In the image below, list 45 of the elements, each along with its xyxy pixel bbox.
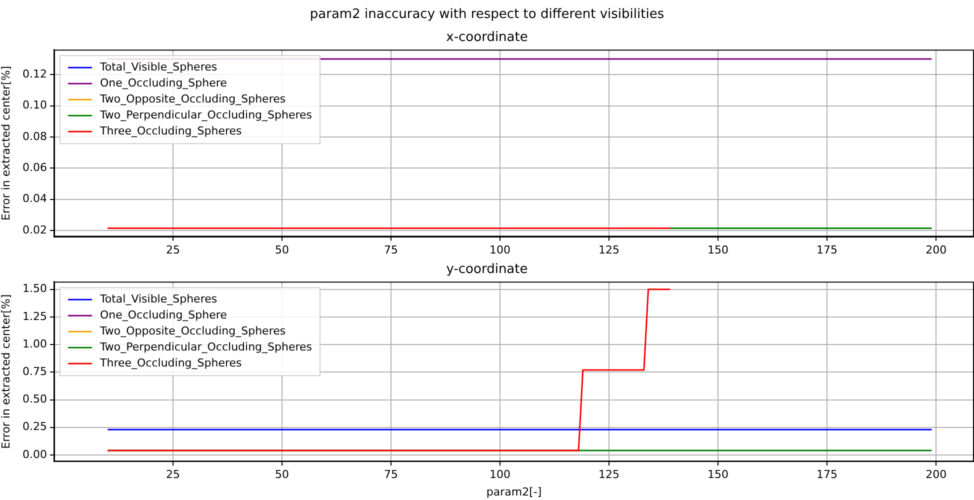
x-tick-label: 125 (598, 468, 620, 482)
x-tick-label: 75 (384, 468, 398, 482)
y-tick-label: 0.02 (22, 223, 47, 236)
y-axis-title: Error in extracted center[%] (0, 294, 12, 449)
legend-label: One_Occluding_Sphere (100, 308, 228, 322)
x-tick-label: 50 (275, 468, 290, 482)
y-tick-label: 0.75 (22, 365, 47, 378)
y-tick-label: 0.00 (22, 448, 47, 461)
x-tick-label: 200 (926, 468, 947, 482)
x-tick-label: 200 (926, 243, 947, 256)
y-tick-label: 0.12 (22, 67, 47, 80)
legend-label: Total_Visible_Spheres (99, 292, 218, 306)
x-tick-label: 150 (708, 468, 729, 482)
legend-label: Three_Occluding_Spheres (99, 124, 242, 138)
x-tick-label: 100 (490, 243, 511, 256)
chart-title: x-coordinate (446, 30, 528, 46)
y-tick-label: 0.06 (22, 161, 47, 174)
text: param2 inaccuracy with respect to different visibilities (308, 6, 666, 24)
x-tick-label: 25 (166, 468, 180, 482)
chart-title: y-coordinate (446, 262, 528, 278)
x-axis-title: param2[-] (486, 485, 542, 498)
y-axis-title: Error in extracted center[%] (0, 66, 12, 220)
legend-label: Two_Opposite_Occluding_Spheres (99, 324, 286, 338)
y-tick-label: 1.25 (22, 310, 47, 323)
y-tick-label: 0.50 (22, 392, 47, 406)
y-tick-label: 0.25 (22, 420, 47, 434)
y-tick-label: 0.04 (22, 192, 47, 206)
legend-label: One_Occluding_Sphere (100, 76, 228, 90)
y-tick-label: 0.10 (22, 98, 47, 112)
x-tick-label: 150 (708, 243, 729, 256)
x-tick-label: 100 (490, 468, 511, 482)
legend-label: Total_Visible_Spheres (99, 60, 218, 74)
x-tick-label: 25 (166, 243, 180, 256)
x-tick-label: 175 (816, 468, 838, 482)
y-tick-label: 1.50 (22, 282, 47, 296)
legend-label: Two_Opposite_Occluding_Spheres (99, 92, 286, 106)
legend-label: Two_Perpendicular_Occluding_Spheres (99, 108, 312, 122)
x-tick-label: 125 (598, 243, 620, 256)
legend-label: Two_Perpendicular_Occluding_Spheres (99, 340, 312, 354)
x-tick-label: 50 (275, 243, 290, 256)
x-tick-label: 175 (816, 243, 838, 256)
legend-label: Three_Occluding_Spheres (99, 356, 242, 370)
x-tick-label: 75 (384, 243, 398, 256)
y-tick-label: 0.08 (22, 130, 47, 143)
y-tick-label: 1.00 (22, 337, 47, 350)
